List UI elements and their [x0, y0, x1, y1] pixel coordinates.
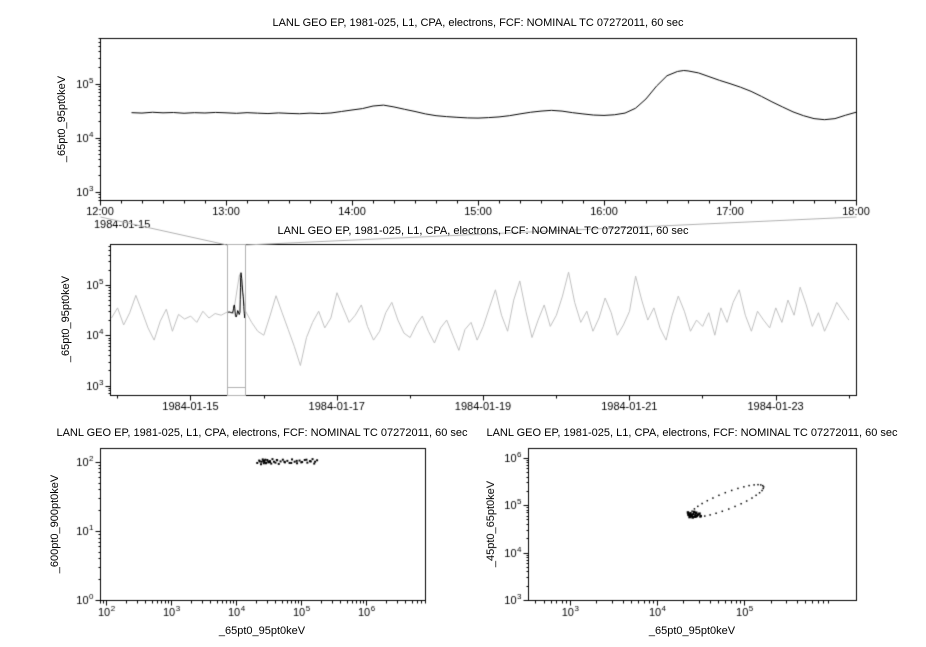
- panel1-ylabel: _65pt0_95pt0keV: [56, 75, 68, 163]
- panel4-title: LANL GEO EP, 1981-025, L1, CPA, electron…: [486, 427, 898, 439]
- panel2-ylabel: _65pt0_95pt0keV: [60, 275, 72, 363]
- panel3-ylabel: _600pt0_900pt0keV: [49, 474, 61, 574]
- panel4-ylabel: _45pt0_65pt0keV: [485, 480, 497, 568]
- panel2-title: LANL GEO EP, 1981-025, L1, CPA, electron…: [277, 225, 689, 237]
- panel3-xlabel: _65pt0_95pt0keV: [218, 625, 306, 637]
- panel1-title: LANL GEO EP, 1981-025, L1, CPA, electron…: [272, 17, 684, 29]
- panel4-xlabel: _65pt0_95pt0keV: [648, 625, 736, 637]
- panel3-title: LANL GEO EP, 1981-025, L1, CPA, electron…: [56, 427, 468, 439]
